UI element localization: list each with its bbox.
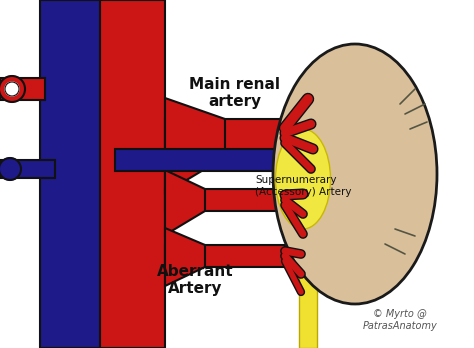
Bar (0, 78, 45, 100)
Text: Aberrant
Artery: Aberrant Artery (157, 264, 233, 296)
Polygon shape (165, 228, 205, 286)
Circle shape (0, 158, 21, 180)
Bar (299, 210, 317, 348)
Bar (100, 0, 165, 348)
Circle shape (5, 82, 19, 96)
Text: Supernumerary
(Accessory) Artery: Supernumerary (Accessory) Artery (255, 175, 352, 197)
Bar (165, 119, 285, 157)
Text: © Myrto @
PatrasAnatomy: © Myrto @ PatrasAnatomy (363, 309, 438, 331)
Ellipse shape (275, 129, 330, 229)
Bar (40, 0, 115, 348)
Text: Main renal
artery: Main renal artery (190, 77, 281, 109)
Polygon shape (165, 98, 225, 193)
Bar (165, 245, 285, 267)
Polygon shape (165, 170, 205, 235)
Bar (0, 160, 55, 178)
Bar (165, 189, 285, 211)
Ellipse shape (273, 44, 437, 304)
Bar (115, 149, 290, 171)
Circle shape (0, 76, 25, 102)
